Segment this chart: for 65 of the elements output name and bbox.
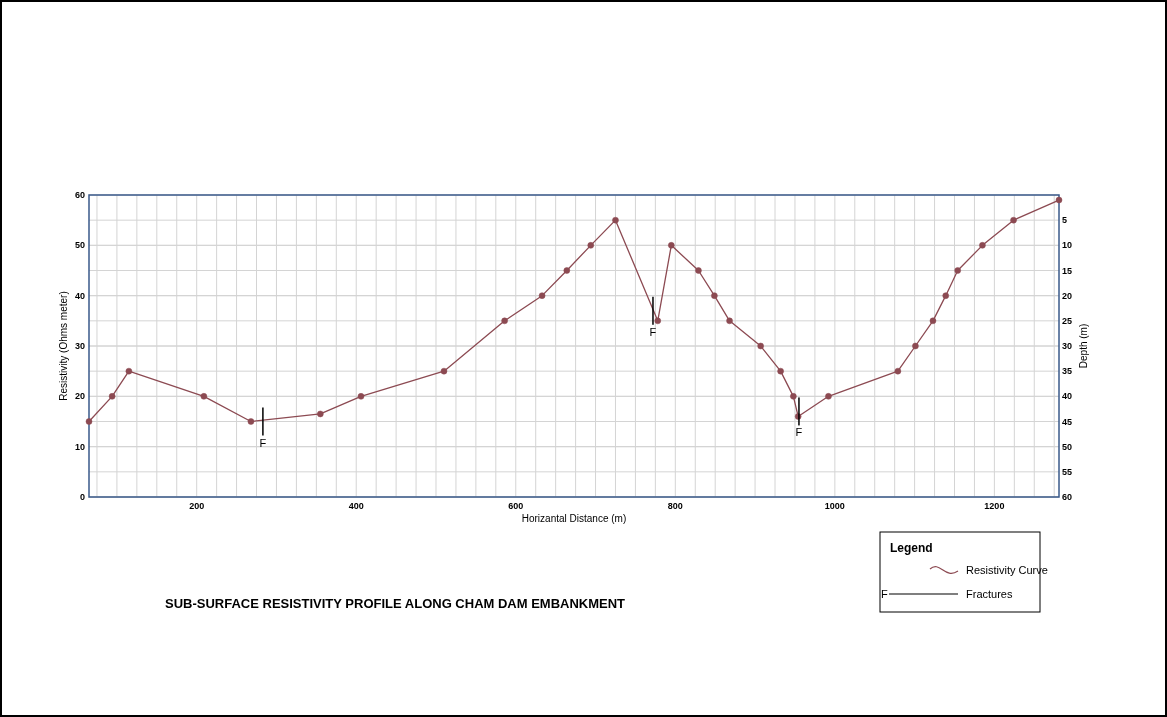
point <box>108 393 116 400</box>
point <box>825 393 832 400</box>
x-axis-title: Horizantal Distance (m) <box>521 513 627 524</box>
y2-axis-title: Depth (m) <box>1078 323 1089 369</box>
point <box>929 317 937 325</box>
point <box>1055 196 1063 204</box>
point <box>979 242 986 249</box>
point <box>247 418 255 425</box>
annotation: F <box>259 436 267 449</box>
y-tick-label: 60 <box>74 190 85 200</box>
point <box>777 367 784 375</box>
point <box>85 418 93 425</box>
y2-tick-label: 30 <box>1062 341 1073 351</box>
x-tick-label: 200 <box>189 501 205 511</box>
point <box>726 317 733 325</box>
y2-tick-label: 20 <box>1062 290 1073 301</box>
annotation: F <box>795 426 803 439</box>
legend-label: Resistivity Curve <box>966 564 1048 576</box>
point <box>757 342 764 350</box>
point <box>790 393 797 400</box>
x-tick-label: 1200 <box>984 501 1005 511</box>
y2-tick-label: 25 <box>1062 315 1073 326</box>
y-tick-label: 30 <box>74 341 85 351</box>
y-tick-label: 0 <box>79 492 85 502</box>
y2-tick-label: 10 <box>1062 240 1073 251</box>
y2-tick-label: 55 <box>1062 466 1073 477</box>
point <box>440 367 448 375</box>
point <box>668 242 675 249</box>
x-tick-label: 1000 <box>824 501 845 511</box>
y-tick-label: 10 <box>74 441 85 452</box>
text: Fractures <box>966 588 1013 600</box>
point <box>612 216 619 224</box>
point <box>501 317 508 325</box>
y2-tick-label: 35 <box>1062 366 1073 377</box>
x-tick-label: 400 <box>348 501 364 511</box>
y2-tick-label: 5 <box>1062 215 1068 226</box>
text: SUB-SURFACE RESISTIVITY PROFILE ALONG CHAM DAM EMBANKMENT <box>165 596 626 611</box>
point <box>894 367 902 375</box>
point <box>912 342 919 350</box>
point <box>711 292 718 299</box>
point <box>942 292 949 299</box>
point <box>587 242 594 249</box>
y-axis-title: Resistivity (Ohms meter) <box>58 291 69 401</box>
x-tick-label: 600 <box>508 501 524 511</box>
legend-title: Legend <box>890 541 933 555</box>
point <box>125 367 133 375</box>
y2-tick-label: 40 <box>1062 391 1073 402</box>
y-tick-label: 20 <box>74 391 85 402</box>
y2-tick-label: 50 <box>1062 441 1073 452</box>
point <box>317 410 324 418</box>
point <box>654 317 662 325</box>
point <box>1010 216 1017 224</box>
point <box>695 267 702 274</box>
point <box>563 267 571 274</box>
point <box>954 267 961 274</box>
point <box>538 292 546 299</box>
y2-tick-label: 15 <box>1062 265 1073 276</box>
point <box>200 393 208 400</box>
y2-tick-label: 45 <box>1062 416 1073 427</box>
annotation: F <box>649 325 657 338</box>
y2-tick-label: 60 <box>1062 492 1073 502</box>
y-tick-label: 50 <box>74 240 85 251</box>
y-tick-label: 40 <box>74 290 85 301</box>
x-tick-label: 800 <box>667 501 683 511</box>
point <box>357 393 365 400</box>
